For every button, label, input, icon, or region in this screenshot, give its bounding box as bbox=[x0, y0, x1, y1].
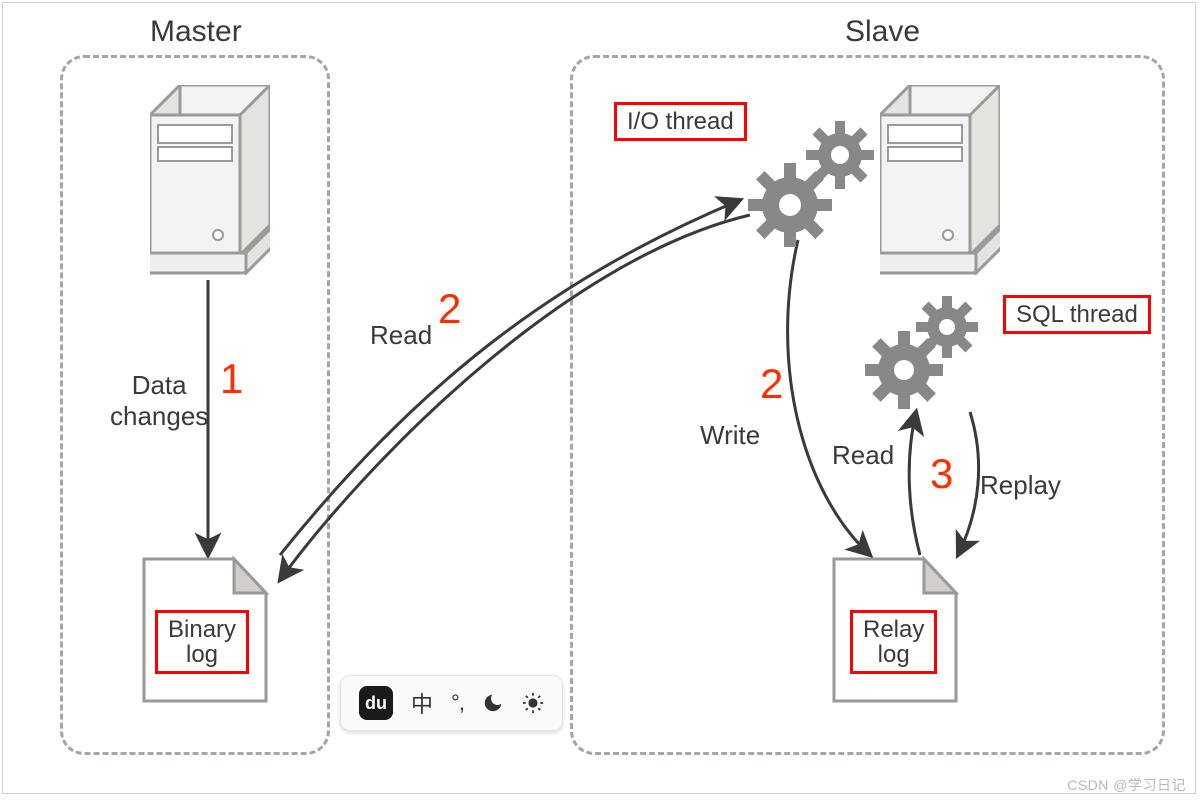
label-io-thread: I/O thread bbox=[614, 102, 747, 141]
label-binary-log: Binary log bbox=[155, 610, 249, 674]
label-data-changes: Data changes bbox=[110, 370, 208, 432]
ime-lang-icon[interactable]: 中 bbox=[411, 687, 433, 719]
panel-title-slave: Slave bbox=[845, 15, 920, 49]
ime-toolbar[interactable]: du 中 °, bbox=[340, 675, 563, 731]
sun-icon[interactable] bbox=[522, 692, 544, 714]
gears-io-thread bbox=[745, 120, 885, 250]
panel-title-master: Master bbox=[150, 15, 242, 49]
step-3: 3 bbox=[930, 450, 953, 498]
label-read: Read bbox=[370, 320, 432, 351]
moon-icon[interactable] bbox=[482, 692, 504, 714]
label-write: Write bbox=[700, 420, 760, 451]
server-master bbox=[150, 85, 270, 275]
label-read2: Read bbox=[832, 440, 894, 471]
step-2b: 2 bbox=[760, 360, 783, 408]
label-sql-thread: SQL thread bbox=[1003, 295, 1151, 334]
ime-punct-icon[interactable]: °, bbox=[451, 690, 464, 716]
watermark: CSDN @学习日记 bbox=[1067, 775, 1186, 795]
diagram-canvas: Master Slave bbox=[0, 0, 1200, 801]
label-replay: Replay bbox=[980, 470, 1061, 501]
label-relay-log: Relay log bbox=[850, 610, 937, 674]
server-slave bbox=[880, 85, 1000, 275]
step-1: 1 bbox=[220, 355, 243, 403]
gears-sql-thread bbox=[862, 292, 992, 412]
step-2a: 2 bbox=[438, 285, 461, 333]
ime-du-icon[interactable]: du bbox=[359, 686, 393, 720]
